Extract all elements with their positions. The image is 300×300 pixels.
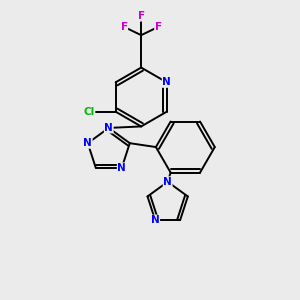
- Text: N: N: [163, 177, 172, 187]
- Text: N: N: [104, 123, 113, 133]
- Text: F: F: [155, 22, 162, 32]
- Text: F: F: [138, 11, 145, 21]
- Text: N: N: [83, 138, 92, 148]
- Text: F: F: [121, 22, 128, 32]
- Text: N: N: [162, 77, 171, 87]
- Text: N: N: [151, 215, 160, 225]
- Text: Cl: Cl: [83, 107, 95, 117]
- Text: N: N: [117, 163, 126, 173]
